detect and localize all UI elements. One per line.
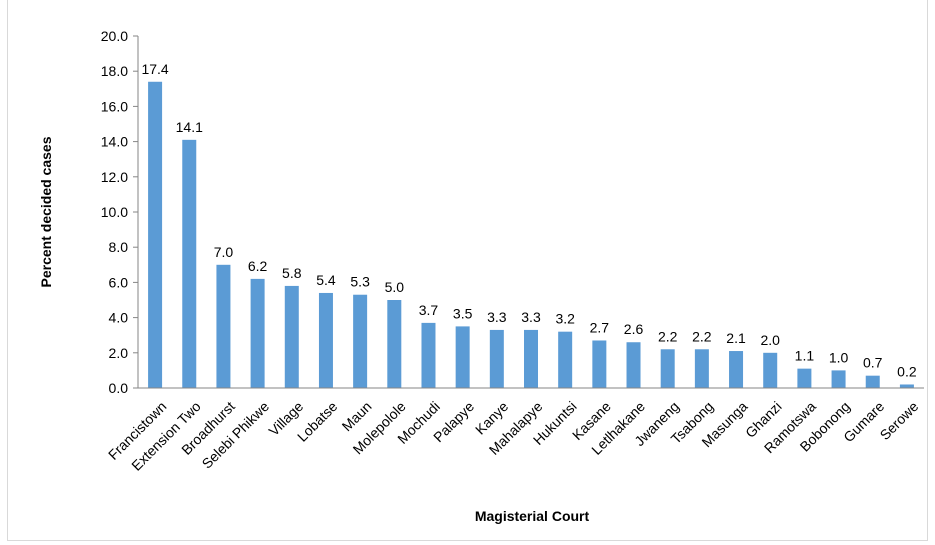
data-label: 1.1 [795, 348, 815, 364]
data-label: 2.6 [624, 321, 644, 337]
data-label: 3.7 [419, 302, 439, 318]
data-label: 5.4 [316, 272, 336, 288]
y-axis-title: Percent decided cases [38, 136, 54, 287]
data-label: 2.2 [692, 328, 712, 344]
data-label: 2.1 [726, 330, 746, 346]
data-label: 5.0 [385, 279, 405, 295]
data-label: 14.1 [176, 119, 203, 135]
data-label: 3.2 [555, 311, 575, 327]
data-label: 3.3 [487, 309, 507, 325]
data-label: 2.0 [760, 332, 780, 348]
y-tick-label: 10.0 [101, 204, 128, 220]
bar [216, 264, 231, 388]
y-tick-label: 18.0 [101, 63, 128, 79]
bar [592, 340, 607, 388]
bar [524, 329, 538, 388]
data-label: 1.0 [829, 349, 849, 365]
bar [865, 375, 880, 388]
bar [626, 342, 641, 388]
data-label: 0.2 [897, 363, 917, 379]
bar [763, 352, 778, 388]
chart-frame [7, 0, 928, 541]
y-tick-label: 8.0 [109, 239, 129, 255]
data-label: 3.3 [521, 309, 541, 325]
bar [387, 300, 402, 388]
y-tick-label: 6.0 [109, 274, 129, 290]
data-label: 7.0 [214, 244, 234, 260]
x-tick-label: Serowe [877, 398, 922, 443]
bar [660, 349, 675, 388]
data-label: 5.3 [350, 274, 370, 290]
data-label: 2.2 [658, 328, 678, 344]
bar [694, 349, 709, 388]
bar [250, 278, 265, 388]
bar [729, 351, 744, 388]
bar [455, 326, 470, 388]
data-label: 0.7 [863, 355, 883, 371]
y-tick-label: 14.0 [101, 134, 128, 150]
y-tick-label: 4.0 [109, 310, 129, 326]
data-label: 3.5 [453, 305, 473, 321]
bar [421, 322, 436, 388]
y-tick-label: 12.0 [101, 169, 128, 185]
bar [489, 329, 504, 388]
y-tick-label: 2.0 [109, 345, 129, 361]
bar [353, 294, 368, 388]
data-label: 6.2 [248, 258, 268, 274]
bar [558, 331, 573, 388]
y-tick-label: 0.0 [109, 380, 129, 396]
data-label: 17.4 [141, 61, 168, 77]
bar [284, 285, 299, 388]
bar [318, 292, 333, 388]
bar [148, 81, 163, 388]
bar [831, 370, 846, 388]
bar [899, 384, 914, 388]
bar [182, 139, 197, 388]
data-label: 2.7 [590, 319, 610, 335]
bar [797, 368, 812, 388]
x-axis-title: Magisterial Court [475, 508, 590, 524]
data-label: 5.8 [282, 265, 302, 281]
y-tick-label: 16.0 [101, 98, 128, 114]
y-tick-label: 20.0 [101, 28, 128, 44]
